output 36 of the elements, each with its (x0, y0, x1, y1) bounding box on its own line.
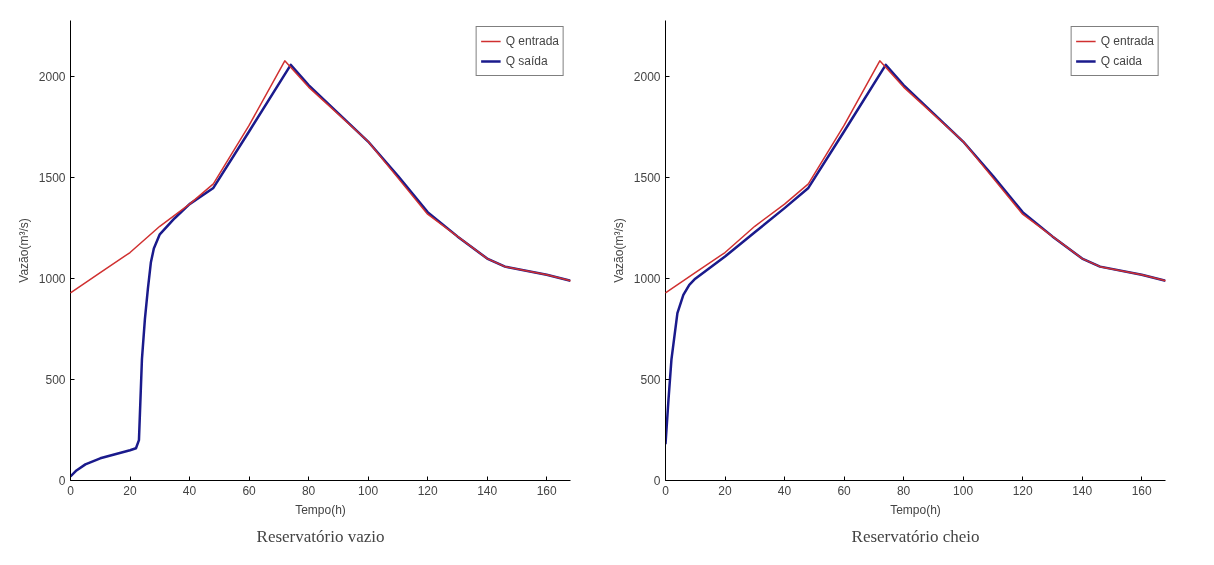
y-tick-label: 500 (640, 373, 661, 388)
y-tick-label: 500 (45, 373, 66, 388)
x-tick-label: 120 (417, 483, 438, 498)
legend-label: Q caida (1100, 54, 1142, 68)
x-tick-label: 20 (718, 483, 733, 498)
y-axis-title: Vazão(m³/s) (611, 218, 626, 283)
x-tick-label: 80 (301, 483, 316, 498)
legend-label: Q entrada (1100, 34, 1154, 48)
x-tick-label: 100 (358, 483, 379, 498)
y-tick-label: 2000 (633, 70, 661, 85)
x-tick-label: 160 (536, 483, 558, 498)
y-tick-label: 1000 (38, 272, 66, 287)
x-tick-label: 20 (123, 483, 138, 498)
y-tick-label: 0 (58, 474, 66, 488)
legend-label: Q entrada (505, 34, 559, 48)
legend-label: Q saída (505, 54, 548, 68)
x-tick-label: 100 (953, 483, 974, 498)
y-tick-label: 2000 (38, 70, 66, 85)
y-tick-label: 1500 (633, 171, 661, 186)
x-tick-label: 140 (1072, 483, 1093, 498)
text: Reservatório cheio (851, 526, 980, 546)
x-tick-label: 60 (837, 483, 852, 498)
x-tick-label: 80 (896, 483, 911, 498)
y-tick-label: 1000 (633, 272, 661, 287)
x-tick-label: 60 (242, 483, 257, 498)
x-axis-title: Tempo(h) (890, 502, 941, 517)
y-tick-label: 0 (653, 474, 661, 488)
x-tick-label: 40 (777, 483, 792, 498)
text: Reservatório vazio (256, 526, 385, 546)
x-tick-label: 40 (182, 483, 197, 498)
y-axis-title: Vazão(m³/s) (16, 218, 31, 283)
x-tick-label: 160 (1131, 483, 1153, 498)
x-axis-title: Tempo(h) (295, 502, 346, 517)
x-tick-label: 140 (477, 483, 498, 498)
y-tick-label: 1500 (38, 171, 66, 186)
x-tick-label: 120 (1012, 483, 1033, 498)
